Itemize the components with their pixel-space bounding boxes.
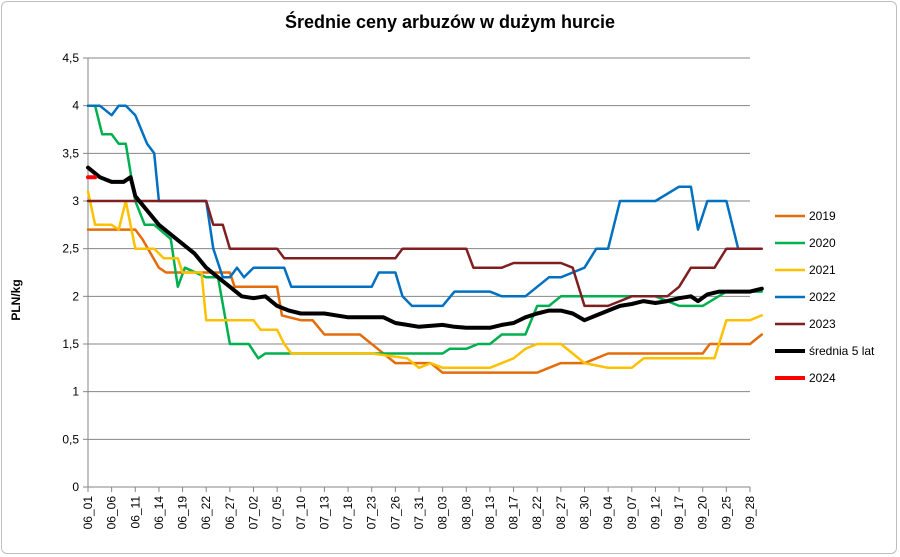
y-tick-label: 4,5 <box>62 51 79 65</box>
x-tick-label: 09_25 <box>719 496 733 530</box>
y-tick-label: 3 <box>72 194 79 208</box>
x-tick-label: 07_23 <box>365 496 379 530</box>
legend-label: 2021 <box>809 263 836 277</box>
series-line <box>86 199 764 308</box>
x-tick-label: 08_27 <box>554 496 568 530</box>
x-tick-label: 09_17 <box>672 496 686 530</box>
x-tick-label: 06_06 <box>105 496 119 530</box>
gridlines <box>87 57 750 488</box>
series-line <box>86 165 764 330</box>
y-tick-label: 3,5 <box>62 146 79 160</box>
y-axis-ticks: 0 0,5 1 1,5 2 2,5 3 3,5 4 4,5 <box>62 51 88 494</box>
y-tick-label: 0,5 <box>62 432 79 446</box>
x-tick-label: 06_27 <box>223 496 237 530</box>
x-tick-label: 08_03 <box>436 496 450 530</box>
x-tick-label: 07_10 <box>294 496 308 530</box>
x-tick-label: 09_07 <box>625 496 639 530</box>
x-tick-label: 08_17 <box>507 496 521 530</box>
y-tick-label: 2 <box>72 289 79 303</box>
x-tick-label: 09_04 <box>601 496 615 530</box>
x-tick-label: 07_31 <box>412 496 426 530</box>
legend: 2019 2020 2021 2022 2023 średnia 5 lat 2024 <box>775 209 875 385</box>
y-tick-label: 1,5 <box>62 337 79 351</box>
x-tick-label: 07_26 <box>388 496 402 530</box>
x-tick-label: 06_19 <box>176 496 190 530</box>
legend-label: 2019 <box>809 209 836 223</box>
x-tick-label: 09_28 <box>743 496 757 530</box>
x-tick-label: 08_22 <box>530 496 544 530</box>
x-tick-label: 07_05 <box>270 496 284 530</box>
x-tick-label: 06_22 <box>199 496 213 530</box>
legend-label: średnia 5 lat <box>809 344 875 358</box>
series-lines <box>86 104 764 374</box>
x-tick-label: 07_02 <box>247 496 261 530</box>
legend-label: 2020 <box>809 236 836 250</box>
x-tick-label: 06_11 <box>128 496 142 529</box>
x-tick-label: 08_08 <box>459 496 473 530</box>
series-line <box>86 104 764 360</box>
chart-title: Średnie ceny arbuzów w dużym hurcie <box>284 12 616 32</box>
legend-label: 2022 <box>809 290 836 304</box>
y-tick-label: 2,5 <box>62 242 79 256</box>
series-line <box>86 190 764 370</box>
x-tick-label: 08_13 <box>483 496 497 530</box>
x-tick-label: 09_12 <box>648 496 662 530</box>
legend-label: 2023 <box>809 317 836 331</box>
y-tick-label: 4 <box>72 99 79 113</box>
series-line <box>86 104 740 308</box>
y-tick-label: 0 <box>72 480 79 494</box>
x-axis-ticks: 06_01 06_06 06_11 06_14 06_19 06_22 06_27 07_02… <box>81 487 757 529</box>
x-tick-label: 06_14 <box>152 496 166 530</box>
y-tick-label: 1 <box>72 385 79 399</box>
x-tick-label: 07_18 <box>341 496 355 530</box>
x-tick-label: 07_13 <box>317 496 331 530</box>
x-tick-label: 09_20 <box>696 496 710 530</box>
x-tick-label: 08_30 <box>578 496 592 530</box>
legend-label: 2024 <box>809 371 836 385</box>
x-tick-label: 06_01 <box>81 496 95 530</box>
